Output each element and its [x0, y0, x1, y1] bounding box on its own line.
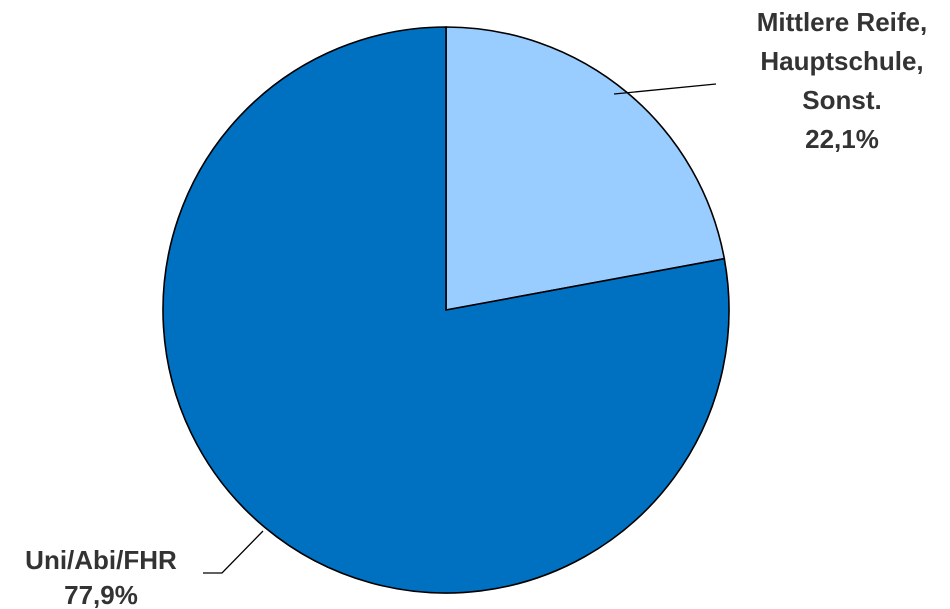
leader-line-mittlere-reife: [613, 83, 717, 95]
slice-label-line-1: Uni/Abi/FHR: [25, 545, 177, 575]
pie-slices: [162, 26, 730, 594]
pie-slice-uni-abi-fhr: [162, 26, 730, 594]
slice-value-label: 77,9%: [64, 580, 138, 609]
slice-value-label: 22,1%: [805, 124, 879, 154]
slice-label-mittlere-reife: Mittlere Reife, Hauptschule, Sonst. 22,1…: [757, 7, 928, 154]
slice-label-line-2: Hauptschule,: [760, 46, 923, 76]
slice-label-line-1: Mittlere Reife,: [757, 7, 928, 37]
leader-line-uni-abi-fhr: [203, 530, 264, 574]
slice-label-uni-abi-fhr: Uni/Abi/FHR 77,9%: [25, 545, 177, 609]
slice-label-line-3: Sonst.: [802, 85, 881, 115]
